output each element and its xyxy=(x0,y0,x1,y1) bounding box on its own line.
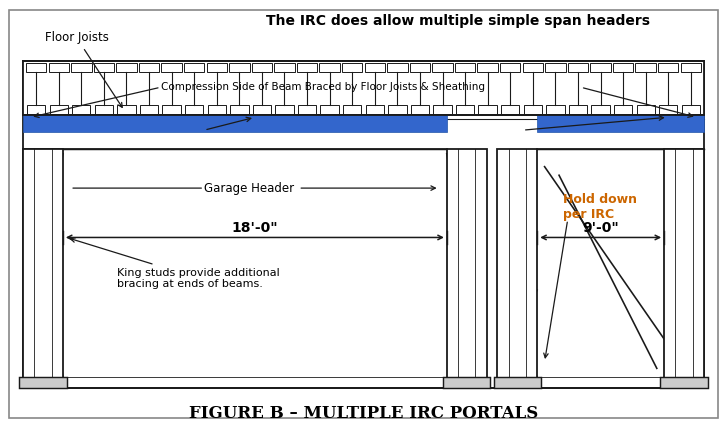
Bar xyxy=(664,149,704,388)
Bar xyxy=(443,377,490,388)
Bar xyxy=(161,63,182,73)
Bar xyxy=(27,105,45,114)
Bar xyxy=(410,63,430,73)
Bar xyxy=(321,105,339,114)
Bar xyxy=(523,105,542,114)
Bar xyxy=(613,63,633,73)
Bar xyxy=(500,63,521,73)
Bar xyxy=(569,105,587,114)
Bar xyxy=(23,61,704,388)
Bar xyxy=(230,105,249,114)
Bar xyxy=(433,63,453,73)
Bar xyxy=(635,63,656,73)
Bar xyxy=(23,61,704,115)
Bar xyxy=(637,105,655,114)
Bar xyxy=(388,105,406,114)
Bar xyxy=(229,63,249,73)
Bar xyxy=(206,63,227,73)
Bar xyxy=(343,105,361,114)
Bar xyxy=(26,63,47,73)
Bar xyxy=(497,149,537,388)
Bar xyxy=(545,63,566,73)
Bar xyxy=(276,105,294,114)
Bar xyxy=(680,63,701,73)
Bar xyxy=(162,105,181,114)
Bar xyxy=(411,105,429,114)
Bar xyxy=(658,63,678,73)
Bar xyxy=(590,63,611,73)
Bar xyxy=(494,377,541,388)
Bar xyxy=(591,105,610,114)
Bar xyxy=(537,115,704,132)
Text: Floor Joists: Floor Joists xyxy=(45,32,122,107)
Text: FIGURE B – MULTIPLE IRC PORTALS: FIGURE B – MULTIPLE IRC PORTALS xyxy=(189,405,538,422)
Bar xyxy=(298,105,316,114)
Bar xyxy=(433,105,451,114)
Bar xyxy=(274,63,294,73)
Bar xyxy=(659,105,678,114)
Bar xyxy=(387,63,408,73)
Bar xyxy=(252,63,272,73)
Bar xyxy=(23,115,447,132)
Bar xyxy=(20,377,67,388)
Text: The IRC does allow multiple simple span headers: The IRC does allow multiple simple span … xyxy=(265,14,650,28)
Bar xyxy=(568,63,588,73)
Bar xyxy=(72,105,90,114)
Text: Hold down
per IRC: Hold down per IRC xyxy=(563,194,637,222)
Bar xyxy=(546,105,565,114)
Bar xyxy=(71,63,92,73)
Bar xyxy=(614,105,632,114)
Text: 9'-0": 9'-0" xyxy=(582,221,619,235)
Bar xyxy=(366,105,384,114)
Bar xyxy=(447,149,486,388)
Bar xyxy=(95,105,113,114)
Text: 18'-0": 18'-0" xyxy=(232,221,278,235)
Bar xyxy=(501,105,519,114)
Bar xyxy=(478,105,497,114)
Bar xyxy=(140,105,158,114)
Bar xyxy=(208,105,226,114)
Bar xyxy=(297,63,317,73)
Bar xyxy=(94,63,114,73)
Bar xyxy=(184,63,204,73)
Bar xyxy=(523,63,543,73)
Bar xyxy=(116,63,137,73)
Bar xyxy=(49,105,68,114)
Bar xyxy=(185,105,204,114)
Bar xyxy=(660,377,707,388)
Bar xyxy=(456,105,474,114)
Bar xyxy=(319,63,340,73)
Bar xyxy=(478,63,498,73)
Bar xyxy=(682,105,700,114)
Bar xyxy=(49,63,69,73)
Bar xyxy=(364,63,385,73)
Bar xyxy=(253,105,271,114)
Bar xyxy=(342,63,363,73)
Bar xyxy=(455,63,475,73)
Text: Garage Header: Garage Header xyxy=(204,181,294,194)
Bar xyxy=(23,149,63,388)
Text: King studs provide additional
bracing at ends of beams.: King studs provide additional bracing at… xyxy=(71,238,280,289)
Bar xyxy=(117,105,136,114)
Text: Compression Side of Beam Braced by Floor Joists & Sheathing: Compression Side of Beam Braced by Floor… xyxy=(161,82,485,92)
Bar xyxy=(139,63,159,73)
